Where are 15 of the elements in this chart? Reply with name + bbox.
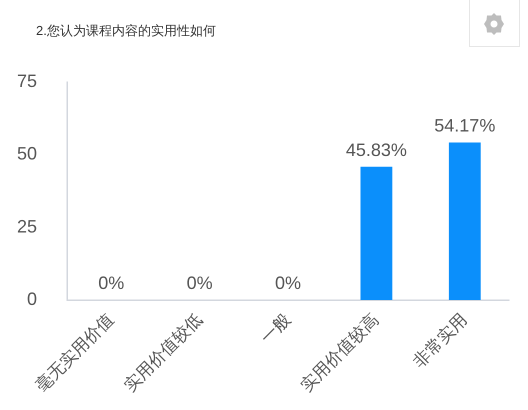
y-tick-label: 0	[26, 288, 37, 309]
x-tick-label: 实用价值较高	[296, 310, 383, 396]
x-tick-label: 实用价值较低	[120, 310, 206, 396]
data-label: 45.83%	[346, 140, 407, 160]
y-tick-label: 25	[16, 216, 37, 236]
data-label: 54.17%	[434, 116, 496, 136]
x-tick-label: 非常实用	[409, 310, 471, 372]
y-tick-label: 75	[16, 70, 37, 91]
data-label: 0%	[186, 272, 213, 293]
chart-title: 2.您认为课程内容的实用性如何	[36, 22, 216, 40]
y-tick-label: 50	[16, 144, 37, 164]
x-tick-label: 一般	[256, 310, 294, 348]
data-label: 0%	[98, 272, 124, 293]
x-tick-label: 毫无实用价值	[32, 310, 118, 396]
data-label: 0%	[274, 272, 302, 293]
